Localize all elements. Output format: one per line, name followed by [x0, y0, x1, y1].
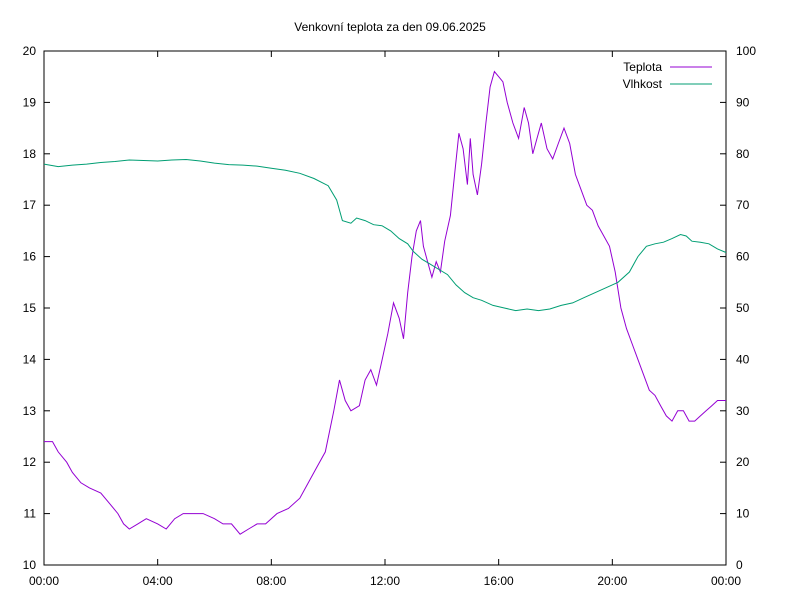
y-right-tick-label: 100: [736, 44, 756, 58]
y-right-tick-label: 60: [736, 250, 750, 264]
x-axis: 00:00 04:00 08:00 12:00 16:00 20:00 00:00: [29, 51, 741, 588]
x-tick-label: 08:00: [256, 574, 286, 588]
y-right-tick-label: 30: [736, 404, 750, 418]
y-left-tick-label: 13: [23, 404, 37, 418]
y-left-tick-label: 10: [23, 558, 37, 572]
legend-label-vlhkost: Vlhkost: [623, 77, 663, 91]
y-left-tick-label: 18: [23, 147, 37, 161]
y-left-tick-label: 12: [23, 455, 37, 469]
y-axis-left: 10 11 12 13 14 15 16 17 18 19 20: [23, 44, 50, 572]
series-layer: [43, 70, 727, 535]
series-line-vlhkost: [43, 158, 727, 312]
legend: Teplota Vlhkost: [623, 60, 712, 91]
x-tick-label: 16:00: [484, 574, 514, 588]
y-left-tick-label: 20: [23, 44, 37, 58]
series-line-teplota: [44, 70, 726, 535]
y-left-tick-label: 15: [23, 301, 37, 315]
x-tick-label: 12:00: [370, 574, 400, 588]
x-tick-label: 00:00: [29, 574, 59, 588]
x-tick-label: 04:00: [143, 574, 173, 588]
y-left-tick-label: 17: [23, 198, 37, 212]
y-right-tick-label: 90: [736, 95, 750, 109]
y-left-tick-label: 14: [23, 352, 37, 366]
y-right-tick-label: 40: [736, 352, 750, 366]
x-tick-label: 00:00: [711, 574, 741, 588]
y-right-tick-label: 50: [736, 301, 750, 315]
y-right-tick-label: 80: [736, 147, 750, 161]
y-right-tick-label: 70: [736, 198, 750, 212]
y-right-tick-label: 0: [736, 558, 743, 572]
y-left-tick-label: 11: [24, 507, 37, 521]
y-left-tick-label: 16: [23, 250, 37, 264]
chart-title: Venkovní teplota za den 09.06.2025: [294, 20, 486, 34]
y-left-tick-label: 19: [23, 95, 37, 109]
y-axis-right: 0 10 20 30 40 50 60 70 80 90 100: [720, 44, 756, 572]
x-tick-label: 20:00: [597, 574, 627, 588]
legend-label-teplota: Teplota: [623, 60, 662, 74]
plot-frame: [43, 50, 727, 566]
y-right-tick-label: 10: [736, 507, 750, 521]
y-right-tick-label: 20: [736, 455, 750, 469]
